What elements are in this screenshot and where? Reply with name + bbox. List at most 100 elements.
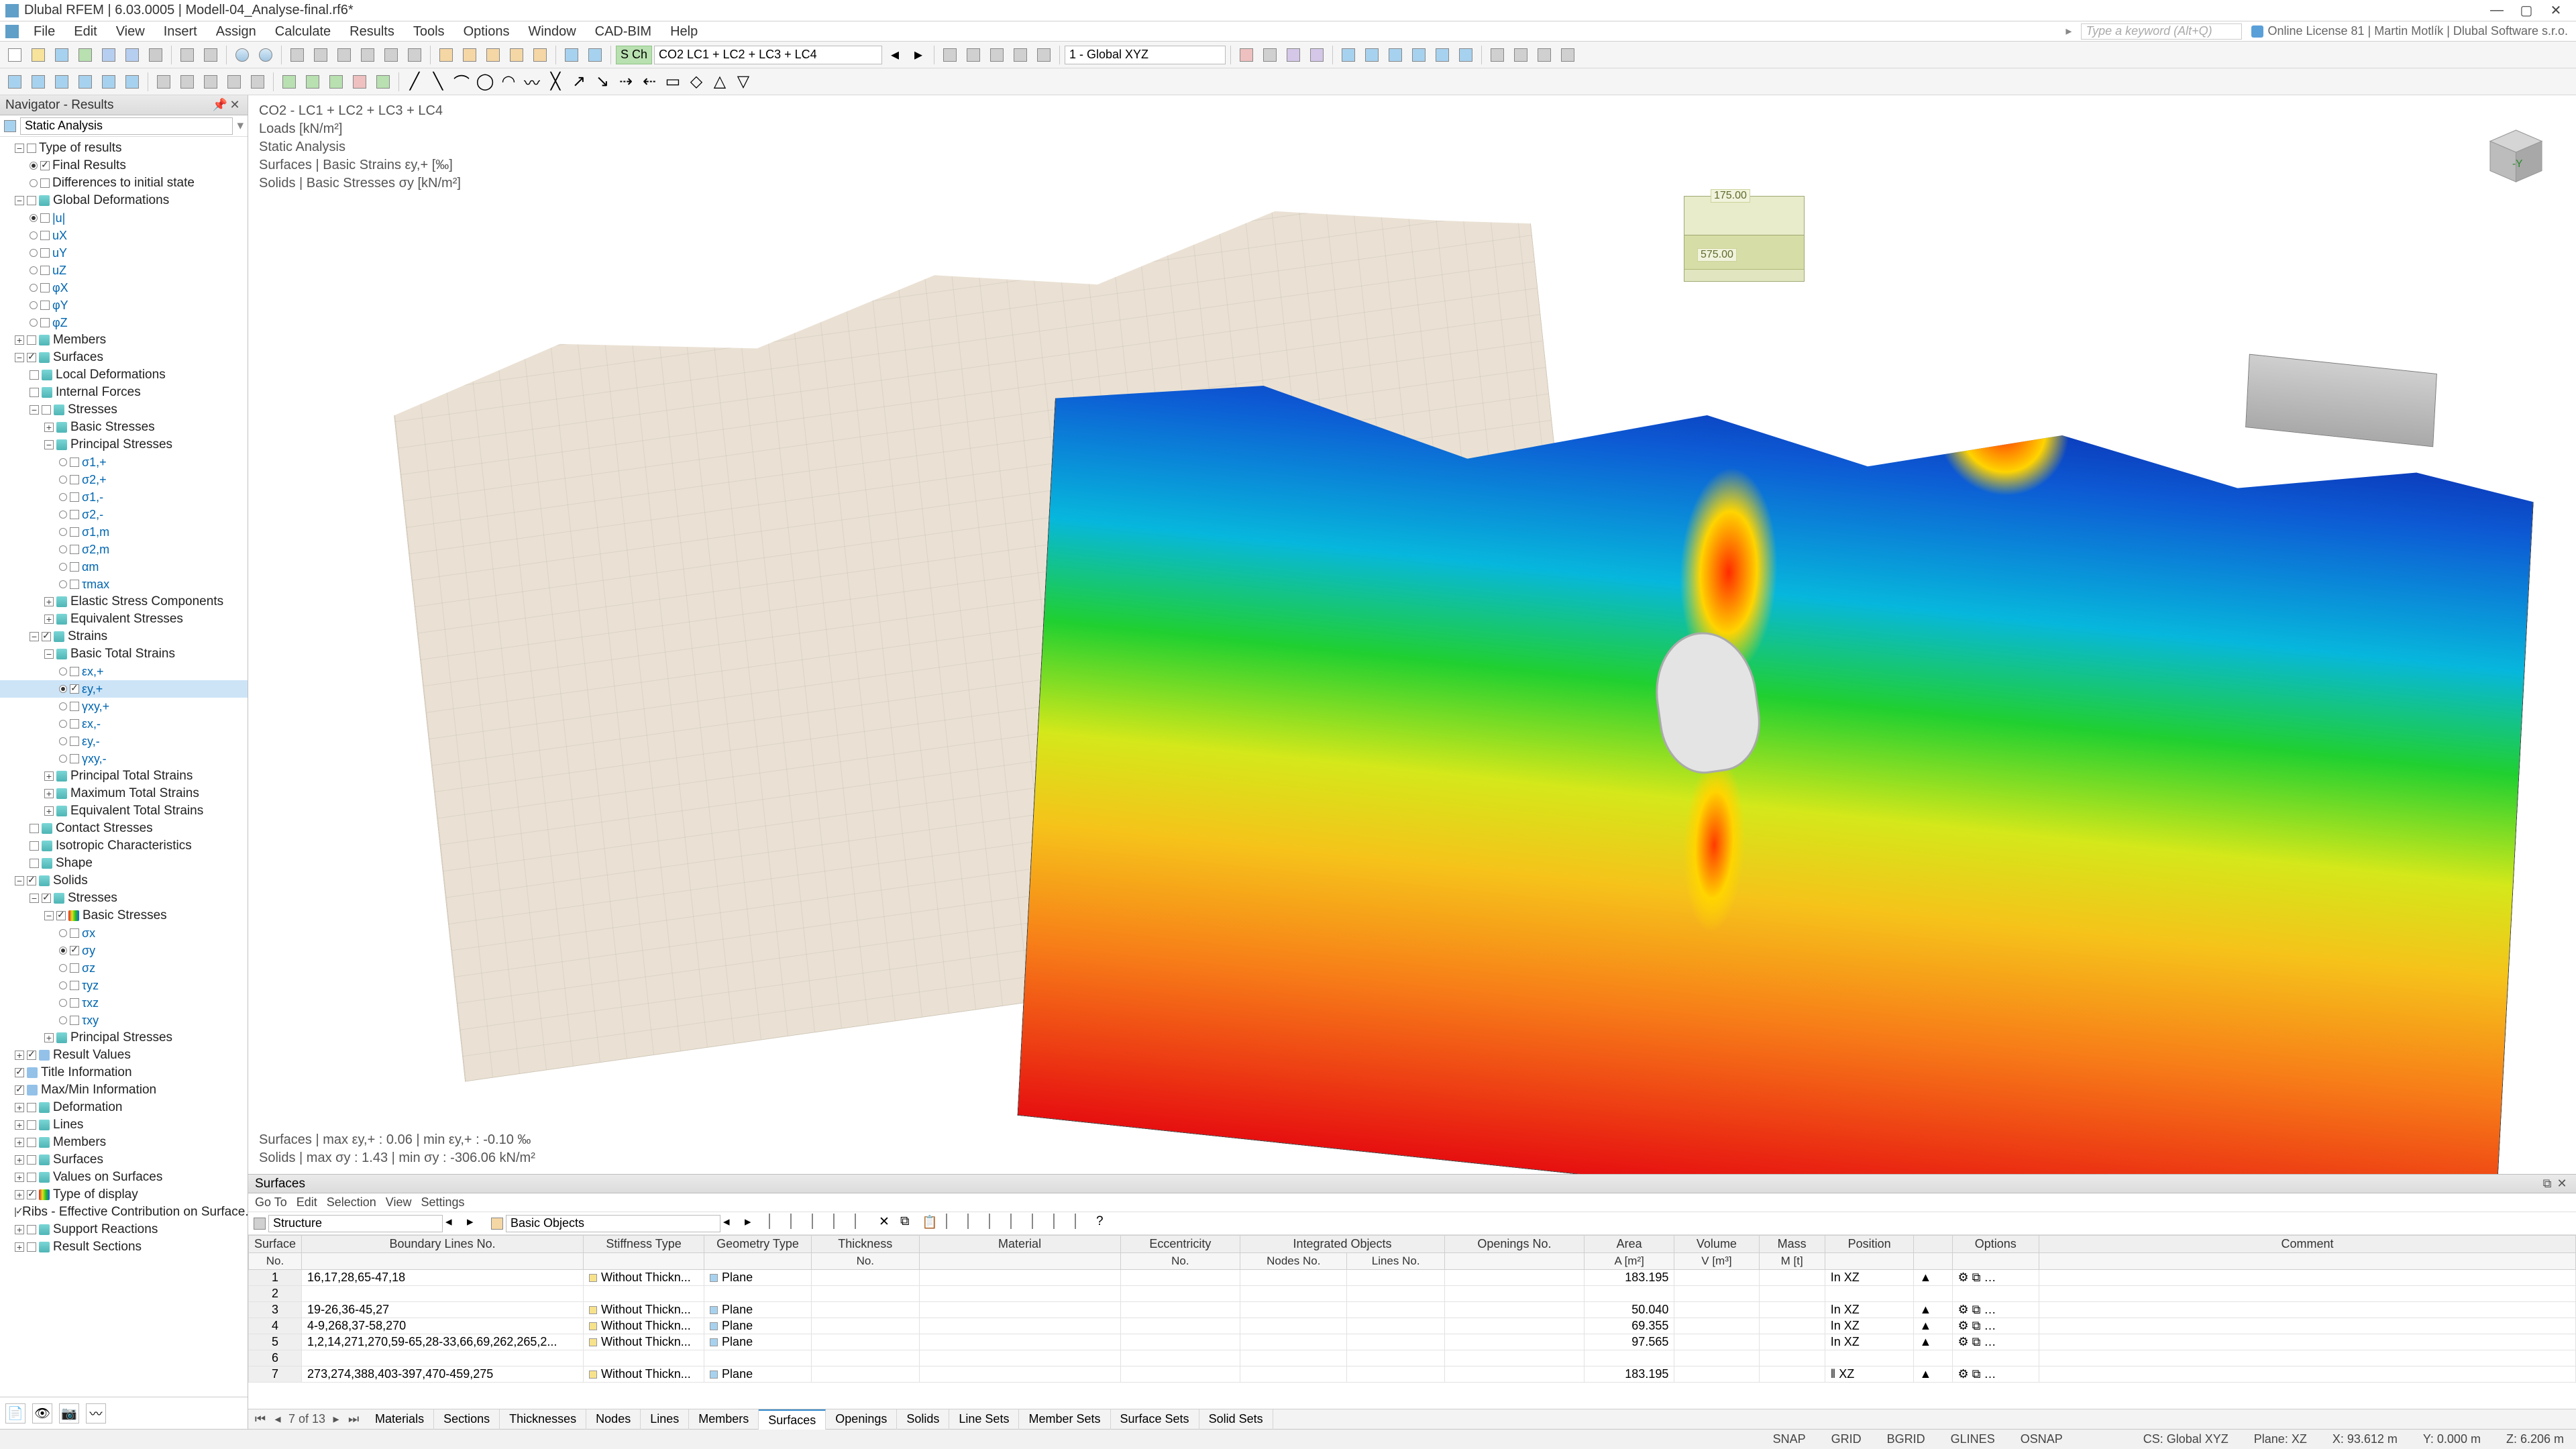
- combo-situation[interactable]: CO2 LC1 + LC2 + LC3 + LC4: [654, 46, 882, 64]
- tab-nodes[interactable]: Nodes: [586, 1409, 641, 1430]
- ttb-2[interactable]: [790, 1214, 809, 1233]
- tree-gd-phiz[interactable]: φZ: [0, 314, 248, 331]
- tb-r2[interactable]: [963, 44, 984, 66]
- tb2-l15[interactable]: ▽: [733, 71, 754, 93]
- ttb-next2[interactable]: ▸: [745, 1214, 763, 1233]
- menu-edit[interactable]: Edit: [64, 21, 106, 42]
- viewport-3d[interactable]: CO2 - LC1 + LC2 + LC3 + LC4 Loads [kN/m²…: [248, 95, 2576, 1174]
- ths-eccno[interactable]: No.: [1120, 1253, 1240, 1270]
- tb-g5[interactable]: [1432, 44, 1453, 66]
- tb-redo[interactable]: [255, 44, 276, 66]
- tree-sbs-5[interactable]: τxz: [0, 994, 248, 1012]
- tb2-l2[interactable]: ╲: [427, 71, 449, 93]
- ttb-f5[interactable]: [1032, 1214, 1051, 1233]
- tree-pts[interactable]: +Principal Total Strains: [0, 767, 248, 785]
- tree-type-display[interactable]: +Type of display: [0, 1186, 248, 1203]
- ths-vol[interactable]: V [m³]: [1674, 1253, 1759, 1270]
- tb-r3[interactable]: [986, 44, 1008, 66]
- tb2-m4[interactable]: [349, 71, 370, 93]
- tree-sbs-4[interactable]: τyz: [0, 977, 248, 994]
- tb2-l14[interactable]: △: [709, 71, 731, 93]
- tb2-l4[interactable]: ◯: [474, 71, 496, 93]
- tab-lines[interactable]: Lines: [641, 1409, 689, 1430]
- tb2-l12[interactable]: ▭: [662, 71, 684, 93]
- tree-maxmin[interactable]: Max/Min Information: [0, 1081, 248, 1099]
- tb-project[interactable]: [74, 44, 96, 66]
- tree-members[interactable]: +Members: [0, 331, 248, 349]
- tree-shape[interactable]: Shape: [0, 855, 248, 872]
- tb-paste[interactable]: [200, 44, 221, 66]
- tb-g6[interactable]: [1455, 44, 1477, 66]
- tree-local-def[interactable]: Local Deformations: [0, 366, 248, 384]
- tables-close-icon[interactable]: ✕: [2555, 1177, 2569, 1191]
- tb-copy[interactable]: [176, 44, 198, 66]
- tb-r5[interactable]: [1033, 44, 1055, 66]
- tree-bts-6[interactable]: γxy,-: [0, 750, 248, 767]
- tree-isotropic[interactable]: Isotropic Characteristics: [0, 837, 248, 855]
- tb2-node[interactable]: [4, 71, 25, 93]
- tree-gd-uy[interactable]: uY: [0, 244, 248, 262]
- tb-sel2[interactable]: [584, 44, 606, 66]
- th-gt[interactable]: Geometry Type: [704, 1236, 812, 1253]
- tb2-m1[interactable]: [278, 71, 300, 93]
- tb-prev-lc[interactable]: ◂: [884, 44, 906, 66]
- ttb-4[interactable]: [833, 1214, 852, 1233]
- tb-x1[interactable]: [1236, 44, 1257, 66]
- tb2-m3[interactable]: [325, 71, 347, 93]
- tb-v3[interactable]: [357, 44, 378, 66]
- th-th[interactable]: Thickness: [812, 1236, 920, 1253]
- tree-elastic-stress[interactable]: +Elastic Stress Components: [0, 593, 248, 610]
- tb-r4[interactable]: [1010, 44, 1031, 66]
- tb-g1[interactable]: [1338, 44, 1359, 66]
- tree-ets[interactable]: +Equivalent Total Strains: [0, 802, 248, 820]
- ths-thno[interactable]: No.: [812, 1253, 920, 1270]
- status-grid[interactable]: GRID: [1826, 1432, 1867, 1446]
- th-open[interactable]: Openings No.: [1444, 1236, 1584, 1253]
- tb-save[interactable]: [98, 44, 119, 66]
- tb2-l7[interactable]: ╳: [545, 71, 566, 93]
- menu-insert[interactable]: Insert: [154, 21, 207, 42]
- tree-surfaces2[interactable]: +Surfaces: [0, 1151, 248, 1169]
- tree-deformation[interactable]: +Deformation: [0, 1099, 248, 1116]
- tab-surfaces[interactable]: Surfaces: [759, 1409, 826, 1430]
- tree-ribs[interactable]: Ribs - Effective Contribution on Surface…: [0, 1203, 248, 1221]
- tb-v2[interactable]: [333, 44, 355, 66]
- tree-support-reactions[interactable]: +Support Reactions: [0, 1221, 248, 1238]
- ttb-f2[interactable]: [967, 1214, 986, 1233]
- menu-cadbim[interactable]: CAD-BIM: [586, 21, 661, 42]
- tb-undo[interactable]: [231, 44, 253, 66]
- tree-bts-2[interactable]: εy,+: [0, 680, 248, 698]
- navigator-analysis-combo[interactable]: Static Analysis: [20, 117, 233, 135]
- ttb-paste[interactable]: 📋: [922, 1214, 941, 1233]
- tb-v4[interactable]: [380, 44, 402, 66]
- ths-area[interactable]: A [m²]: [1584, 1253, 1674, 1270]
- tables-float-icon[interactable]: ⧉: [2540, 1177, 2555, 1191]
- tb-v5[interactable]: [404, 44, 425, 66]
- tab-openings[interactable]: Openings: [826, 1409, 897, 1430]
- tree-ps-4[interactable]: σ2,-: [0, 506, 248, 523]
- tb-saveall[interactable]: [121, 44, 143, 66]
- th-area[interactable]: Area: [1584, 1236, 1674, 1253]
- tb-h2[interactable]: [1510, 44, 1532, 66]
- tables-grid[interactable]: Surface Boundary Lines No. Stiffness Typ…: [248, 1235, 2576, 1409]
- tree-mts[interactable]: +Maximum Total Strains: [0, 785, 248, 802]
- tree-ps-7[interactable]: αm: [0, 558, 248, 576]
- tb-x3[interactable]: [1283, 44, 1304, 66]
- pg-prev[interactable]: ◂: [271, 1413, 284, 1426]
- tb-g2[interactable]: [1361, 44, 1383, 66]
- tb-print[interactable]: [145, 44, 166, 66]
- tree-ps-8[interactable]: τmax: [0, 576, 248, 593]
- menu-help[interactable]: Help: [661, 21, 707, 42]
- tb2-s1[interactable]: [153, 71, 174, 93]
- table-row[interactable]: 6: [249, 1350, 2576, 1366]
- tb-zoom-in[interactable]: [435, 44, 457, 66]
- th-mat[interactable]: Material: [919, 1236, 1120, 1253]
- navigator-tree[interactable]: −Type of results Final Results Differenc…: [0, 137, 248, 1397]
- menu-calculate[interactable]: Calculate: [266, 21, 340, 42]
- ttb-f6[interactable]: [1053, 1214, 1072, 1233]
- th-comment[interactable]: Comment: [2039, 1236, 2576, 1253]
- tree-sol-basic[interactable]: −Basic Stresses: [0, 907, 248, 924]
- tb-sel1[interactable]: [561, 44, 582, 66]
- tmenu-settings[interactable]: Settings: [421, 1195, 465, 1210]
- th-mass[interactable]: Mass: [1759, 1236, 1825, 1253]
